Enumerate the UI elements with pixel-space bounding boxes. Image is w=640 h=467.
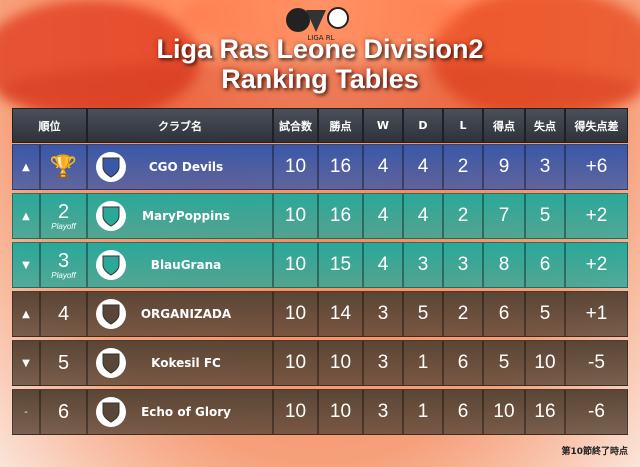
- cell-d: 1: [403, 340, 443, 386]
- playoff-label: Playoff: [51, 270, 76, 280]
- cell-gd: +1: [565, 291, 628, 337]
- trend-up-icon: ▲: [22, 161, 30, 173]
- svg-text:LIGA RL: LIGA RL: [307, 34, 334, 42]
- cell-played: 10: [273, 389, 318, 435]
- cell-gd: +6: [565, 144, 628, 190]
- cell-ga: 10: [525, 340, 565, 386]
- cell-played: 10: [273, 291, 318, 337]
- trend-up-icon: ▲: [22, 308, 30, 320]
- cell-gf: 9: [483, 144, 525, 190]
- trend-down-icon: ▼: [22, 357, 30, 369]
- table-row: ▲ 4 ORGANIZADA 10 14 3 5 2 6 5 +1: [12, 291, 628, 337]
- club-crest-icon: [96, 397, 126, 427]
- rank-number: 5: [57, 351, 70, 374]
- table-row: ▲ 2 Playoff MaryPoppins 10 16 4 4 2 7 5 +2: [12, 193, 628, 239]
- cell-points: 14: [318, 291, 363, 337]
- cell-played: 10: [273, 193, 318, 239]
- cell-points: 16: [318, 193, 363, 239]
- cell-d: 5: [403, 291, 443, 337]
- page-title: Liga Ras Leone Division2: [156, 34, 484, 64]
- cell-gf: 10: [483, 389, 525, 435]
- club-name: Kokesil FC: [151, 356, 221, 370]
- header-club: クラブ名: [87, 108, 273, 143]
- cell-gf: 8: [483, 242, 525, 288]
- rank-number: 4: [57, 302, 70, 325]
- club-crest-icon: [96, 201, 126, 231]
- cell-l: 6: [443, 340, 483, 386]
- header-ga: 失点: [525, 108, 565, 143]
- header-d: D: [403, 108, 443, 143]
- cell-played: 10: [273, 340, 318, 386]
- club-name: ORGANIZADA: [140, 307, 232, 321]
- club-name: CGO Devils: [148, 160, 224, 174]
- rank-number: 3: [57, 249, 70, 272]
- cell-points: 16: [318, 144, 363, 190]
- trend-down-icon: ▼: [22, 259, 30, 271]
- cell-points: 10: [318, 389, 363, 435]
- cell-gd: +2: [565, 193, 628, 239]
- rank-number: 6: [57, 400, 70, 423]
- cell-gd: -6: [565, 389, 628, 435]
- cell-points: 15: [318, 242, 363, 288]
- trophy-icon: 🏆: [49, 154, 78, 179]
- table-row: ▼ 5 Kokesil FC 10 10 3 1 6 5 10 -5: [12, 340, 628, 386]
- club-name: MaryPoppins: [142, 209, 230, 223]
- cell-played: 10: [273, 242, 318, 288]
- cell-d: 4: [403, 193, 443, 239]
- cell-ga: 3: [525, 144, 565, 190]
- cell-w: 3: [363, 291, 403, 337]
- header-rank: 順位: [12, 108, 87, 143]
- cell-gf: 7: [483, 193, 525, 239]
- club-crest-icon: [96, 152, 126, 182]
- header-gd: 得失点差: [565, 108, 628, 143]
- cell-gd: -5: [565, 340, 628, 386]
- cell-w: 4: [363, 193, 403, 239]
- cell-ga: 5: [525, 291, 565, 337]
- cell-d: 4: [403, 144, 443, 190]
- cell-gd: +2: [565, 242, 628, 288]
- cell-ga: 6: [525, 242, 565, 288]
- cell-d: 3: [403, 242, 443, 288]
- club-crest-icon: [96, 299, 126, 329]
- cell-l: 2: [443, 193, 483, 239]
- cell-ga: 5: [525, 193, 565, 239]
- cell-gf: 6: [483, 291, 525, 337]
- table-row: ▲ 🏆 CGO Devils 10 16 4 4 2 9 3 +6: [12, 144, 628, 190]
- cell-played: 10: [273, 144, 318, 190]
- header-gf: 得点: [483, 108, 525, 143]
- footer-note: 第10節終了時点: [561, 447, 628, 457]
- cell-l: 2: [443, 144, 483, 190]
- cell-points: 10: [318, 340, 363, 386]
- cell-l: 6: [443, 389, 483, 435]
- cell-l: 2: [443, 291, 483, 337]
- table-row: -6 Echo of Glory 10 10 3 1 6 10 16 -6: [12, 389, 628, 435]
- club-crest-icon: [96, 250, 126, 280]
- table-row: ▼ 3 Playoff BlauGrana 10 15 4 3 3 8 6 +2: [12, 242, 628, 288]
- trend-same-icon: -: [24, 406, 28, 418]
- club-name: Echo of Glory: [141, 405, 231, 419]
- club-name: BlauGrana: [150, 258, 222, 272]
- cell-w: 4: [363, 242, 403, 288]
- cell-w: 3: [363, 340, 403, 386]
- cell-l: 3: [443, 242, 483, 288]
- cell-w: 4: [363, 144, 403, 190]
- trend-up-icon: ▲: [22, 210, 30, 222]
- cell-gf: 5: [483, 340, 525, 386]
- playoff-label: Playoff: [51, 221, 76, 231]
- rank-number: 2: [57, 200, 70, 223]
- club-crest-icon: [96, 348, 126, 378]
- header-l: L: [443, 108, 483, 143]
- page-subtitle: Ranking Tables: [221, 64, 419, 94]
- header-played: 試合数: [273, 108, 318, 143]
- league-logo-icon: LIGA RL: [286, 7, 349, 42]
- header-w: W: [363, 108, 403, 143]
- header-points: 勝点: [318, 108, 363, 143]
- cell-ga: 16: [525, 389, 565, 435]
- cell-w: 3: [363, 389, 403, 435]
- cell-d: 1: [403, 389, 443, 435]
